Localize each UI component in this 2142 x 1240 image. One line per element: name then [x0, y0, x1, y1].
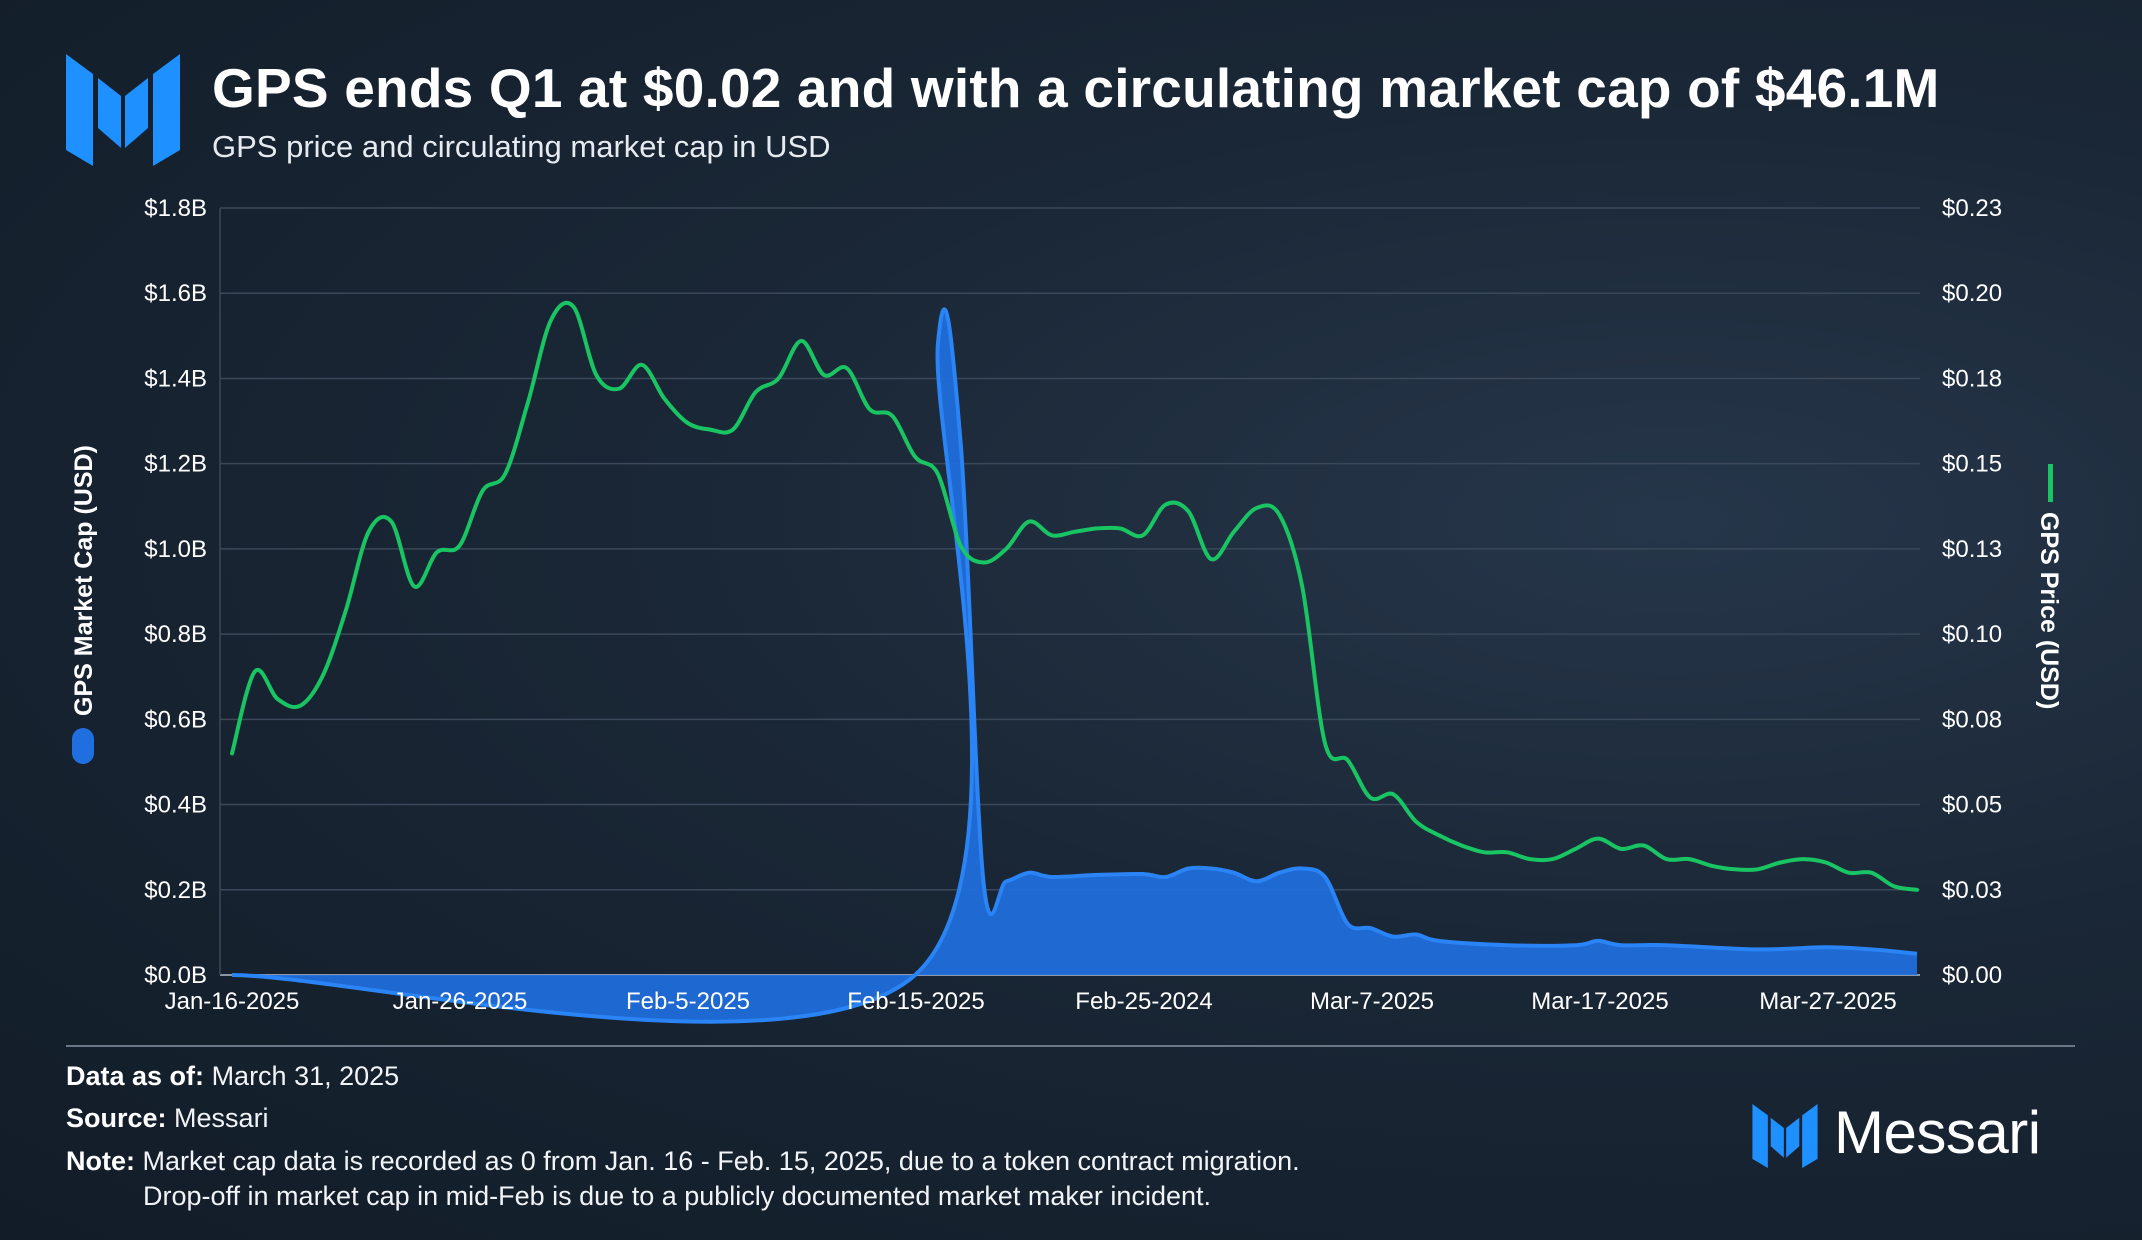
- left-tick-label: $1.8B: [144, 195, 207, 222]
- footer-divider: [66, 1045, 1076, 1047]
- right-tick-label: $0.15: [1942, 451, 2002, 478]
- left-tick-label: $0.8B: [144, 621, 207, 648]
- right-tick-label: $0.23: [1942, 195, 2002, 222]
- price-line: [230, 300, 1919, 892]
- price-legend-swatch: [2048, 464, 2053, 502]
- data-as-of-value: March 31, 2025: [211, 1061, 400, 1091]
- x-tick-label: Feb-15-2025: [847, 988, 984, 1015]
- market-cap-area-layer: [231, 307, 1918, 1024]
- chart-subtitle: GPS price and circulating market cap in …: [212, 129, 831, 164]
- x-tick-label: Mar-27-2025: [1759, 988, 1896, 1015]
- source-value: Messari: [174, 1103, 269, 1133]
- source-label: Source:: [66, 1103, 167, 1133]
- left-tick-label: $0.2B: [144, 877, 207, 904]
- price-line-layer: [230, 300, 1919, 892]
- left-tick-label: $0.6B: [144, 706, 207, 733]
- x-tick-label: Feb-5-2025: [626, 988, 750, 1015]
- footer-divider-right: [1076, 1045, 2075, 1047]
- x-tick-label: Mar-17-2025: [1531, 988, 1668, 1015]
- messari-brand: Messari: [1752, 1098, 2082, 1172]
- left-tick-label: $0.0B: [144, 962, 207, 989]
- data-as-of: Data as of: March 31, 2025: [66, 1061, 399, 1092]
- left-tick-label: $1.2B: [144, 451, 207, 478]
- left-axis-legend: GPS Market Cap (USD): [70, 445, 98, 764]
- note-line-2: Drop-off in market cap in mid-Feb is due…: [143, 1181, 1211, 1211]
- note-label: Note:: [66, 1146, 135, 1176]
- chart-title: GPS ends Q1 at $0.02 and with a circulat…: [212, 57, 1940, 119]
- right-axis-title: GPS Price (USD): [2035, 512, 2063, 709]
- x-tick-label: Jan-16-2025: [165, 988, 300, 1015]
- market-cap-legend-swatch: [72, 728, 94, 764]
- left-axis-ticks: $0.0B $0.2B $0.4B $0.6B $0.8B $1.0B $1.2B $1.4B…: [144, 195, 207, 989]
- left-tick-label: $1.4B: [144, 365, 207, 392]
- right-axis-legend: GPS Price (USD): [2035, 464, 2063, 709]
- right-tick-label: $0.08: [1942, 706, 2002, 733]
- market-cap-outline: [231, 307, 1918, 1024]
- right-axis-ticks: $0.00 $0.03 $0.05 $0.08 $0.10 $0.13 $0.15 $0.18…: [1942, 195, 2002, 989]
- source: Source: Messari: [66, 1103, 269, 1134]
- brand-name: Messari: [1834, 1099, 2041, 1166]
- right-tick-label: $0.05: [1942, 792, 2002, 819]
- left-tick-label: $0.4B: [144, 792, 207, 819]
- left-tick-label: $1.0B: [144, 536, 207, 563]
- note: Note: Market cap data is recorded as 0 f…: [66, 1146, 1300, 1177]
- x-tick-label: Mar-7-2025: [1310, 988, 1434, 1015]
- market-cap-area: [232, 309, 1917, 1022]
- right-tick-label: $0.18: [1942, 365, 2002, 392]
- messari-brand-icon: [1752, 1104, 1818, 1168]
- right-tick-label: $0.03: [1942, 877, 2002, 904]
- left-axis-title: GPS Market Cap (USD): [70, 445, 98, 716]
- right-tick-label: $0.00: [1942, 962, 2002, 989]
- x-axis-ticks: Jan-16-2025 Jan-26-2025 Feb-5-2025 Feb-15-2…: [165, 988, 1897, 1015]
- messari-logo-icon: [66, 54, 180, 166]
- x-tick-label: Jan-26-2025: [393, 988, 528, 1015]
- note-line-1: Market cap data is recorded as 0 from Ja…: [142, 1146, 1300, 1176]
- right-tick-label: $0.13: [1942, 536, 2002, 563]
- x-tick-label: Feb-25-2024: [1075, 988, 1212, 1015]
- right-tick-label: $0.10: [1942, 621, 2002, 648]
- data-as-of-label: Data as of:: [66, 1061, 205, 1091]
- left-tick-label: $1.6B: [144, 280, 207, 307]
- right-tick-label: $0.20: [1942, 280, 2002, 307]
